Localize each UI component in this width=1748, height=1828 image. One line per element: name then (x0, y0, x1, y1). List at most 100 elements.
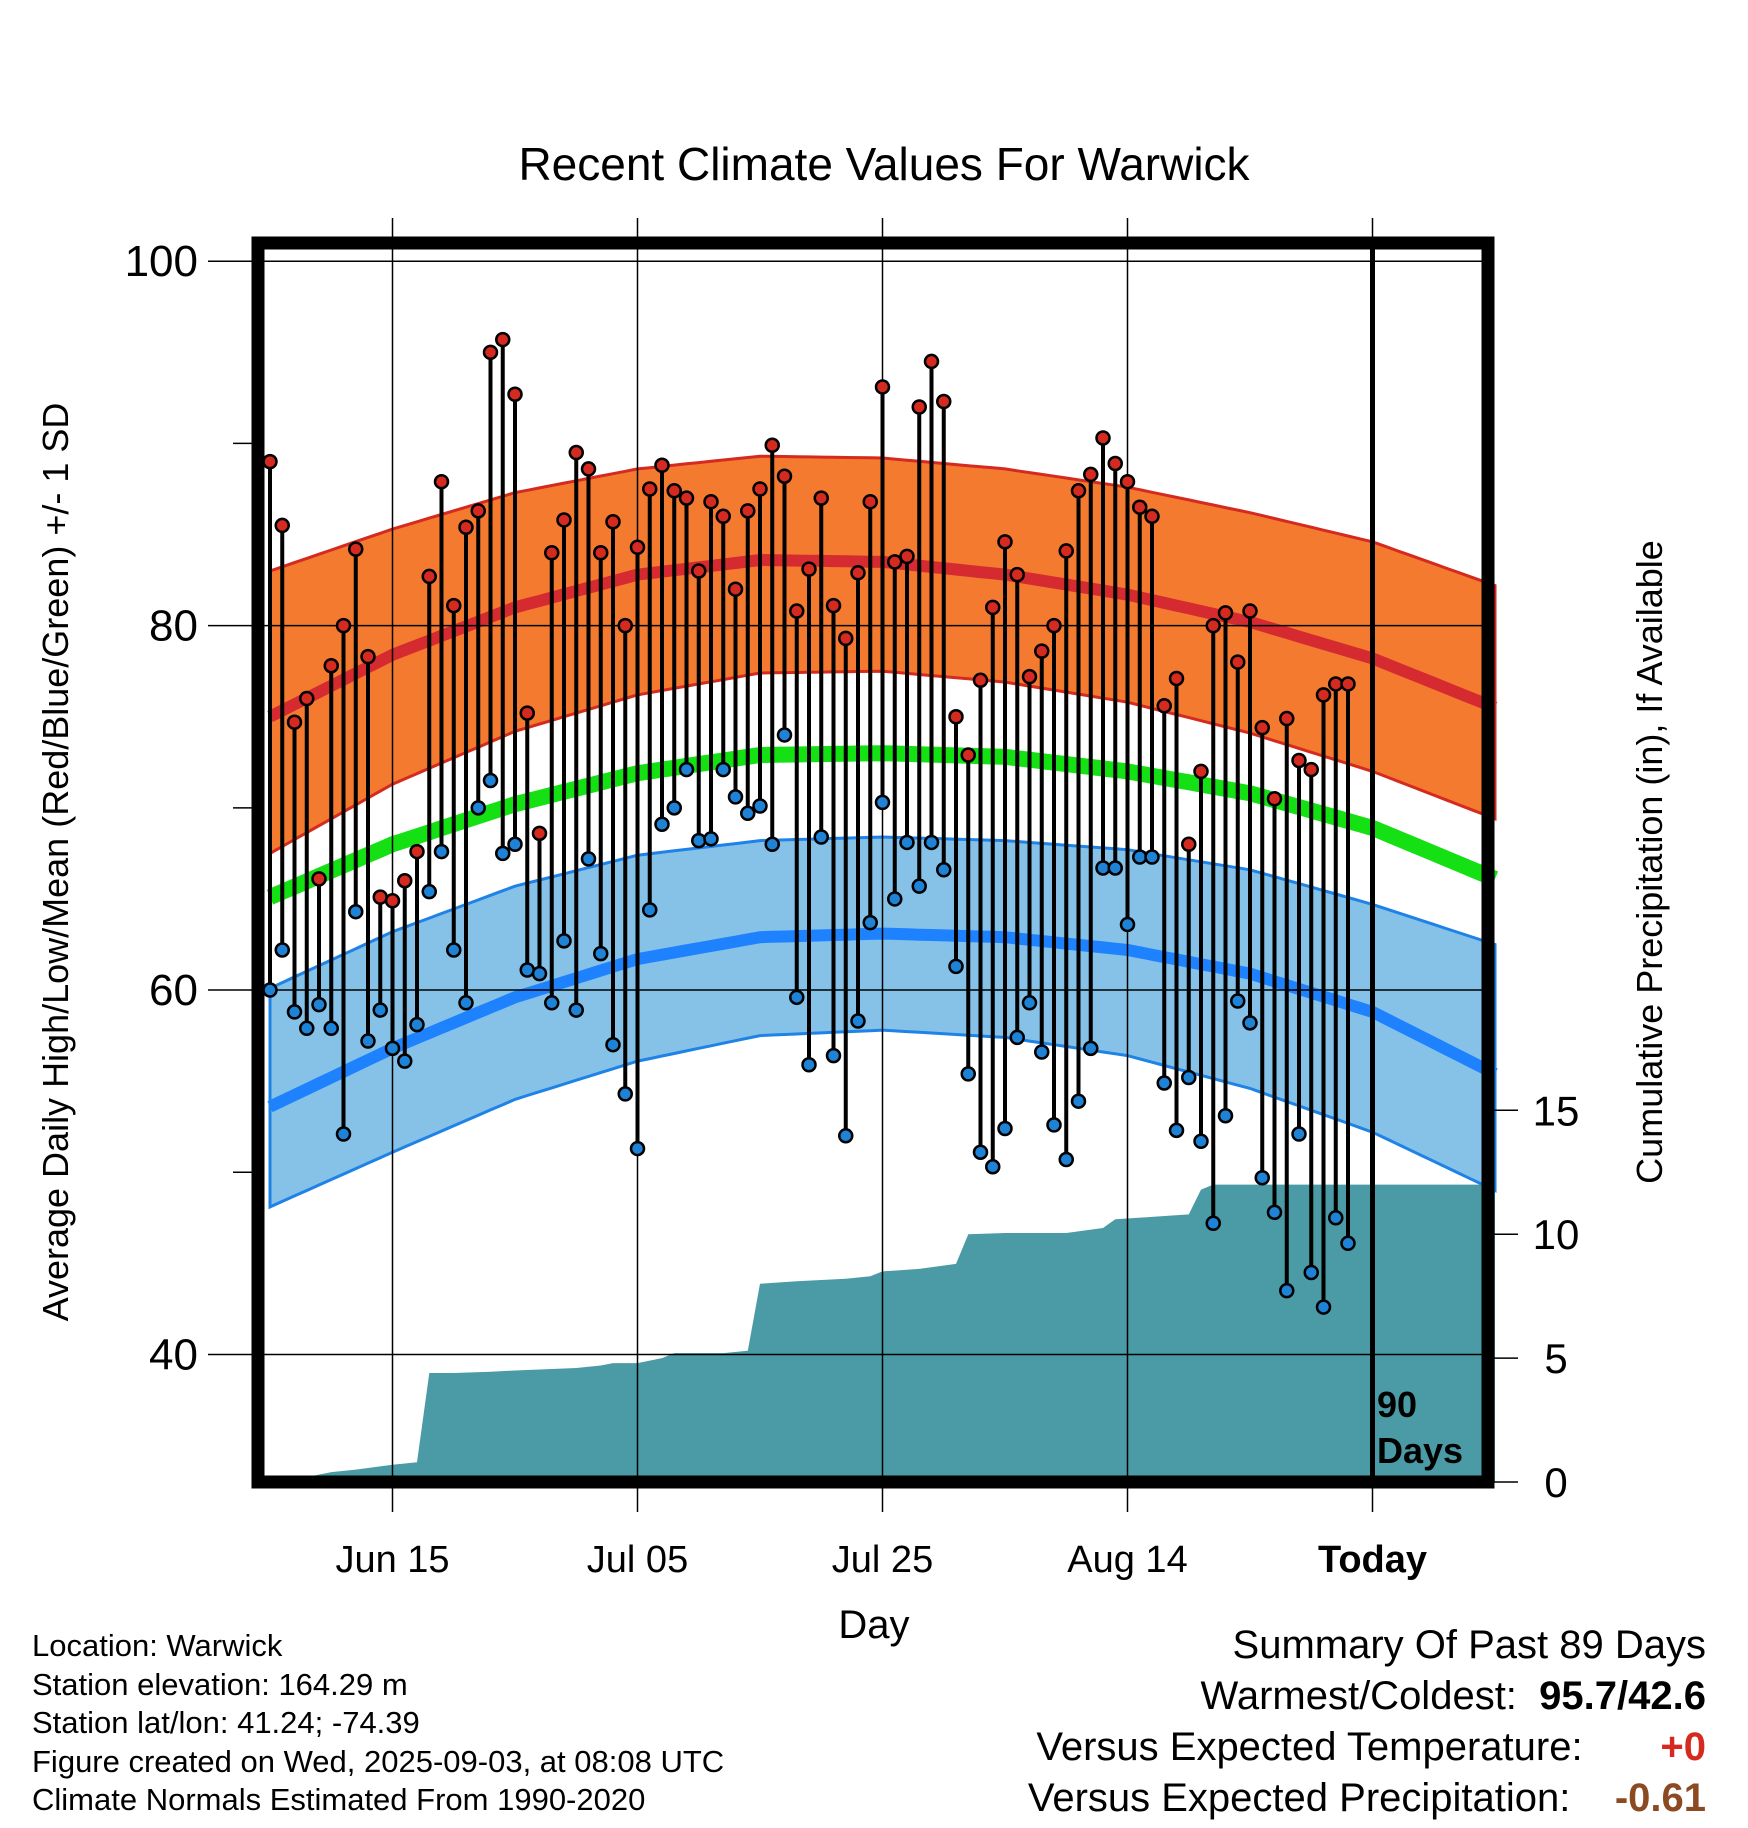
low-point (1107, 860, 1123, 876)
low-point (580, 851, 597, 867)
high-point (985, 599, 1001, 616)
low-point (666, 800, 682, 816)
x-tick-label: Jul 25 (832, 1539, 933, 1581)
low-point (972, 1144, 989, 1160)
low-point (789, 989, 805, 1006)
high-point (495, 331, 511, 348)
high-point (887, 554, 903, 570)
high-point (1156, 698, 1172, 714)
low-point (703, 831, 719, 847)
low-point (1303, 1264, 1319, 1281)
y2-tick-label: 10 (1533, 1211, 1580, 1258)
precip-anomaly-value: -0.61 (1614, 1776, 1706, 1820)
low-point (1168, 1122, 1185, 1139)
high-point (617, 617, 633, 634)
high-point (1230, 654, 1246, 670)
low-point (1266, 1204, 1283, 1221)
high-point (850, 565, 866, 581)
summary-panel: Summary Of Past 89 Days Warmest/Coldest:… (1028, 1620, 1706, 1824)
high-point (372, 889, 388, 905)
low-point (507, 836, 523, 853)
warmest-value: 95.7 (1539, 1674, 1618, 1718)
high-point (1205, 617, 1221, 634)
high-point (1266, 790, 1283, 807)
high-point (1254, 719, 1270, 736)
high-point (1119, 473, 1136, 490)
low-point (887, 891, 903, 907)
low-point (1144, 849, 1160, 865)
high-point (936, 393, 952, 410)
low-point (335, 1126, 352, 1142)
low-point (1181, 1069, 1197, 1086)
low-point (997, 1120, 1013, 1137)
y-tick-label: 100 (125, 237, 198, 286)
precip-label: Versus Expected Precipitation: (1027, 1776, 1571, 1820)
high-point (972, 672, 989, 689)
high-point (960, 747, 976, 763)
low-point (1058, 1151, 1074, 1168)
y-axis-label: Average Daily High/Low/Mean (Red/Blue/Gr… (35, 403, 76, 1322)
high-point (286, 714, 303, 730)
high-point (262, 453, 278, 470)
location-text: Location: Warwick (32, 1628, 283, 1663)
summary-heading: Summary Of Past 89 Days (1232, 1623, 1706, 1667)
high-point (446, 597, 462, 614)
low-point (1217, 1108, 1234, 1124)
high-point (801, 561, 817, 577)
low-point (1083, 1040, 1099, 1057)
low-point (360, 1033, 376, 1049)
high-point (715, 508, 731, 525)
low-point (985, 1159, 1001, 1175)
high-point (433, 473, 450, 490)
y2-axis-label: Cumulative Precipitation (in), If Availa… (1629, 540, 1670, 1184)
low-point (1021, 995, 1038, 1011)
high-point (948, 708, 964, 725)
low-point (1193, 1133, 1209, 1150)
y2-tick-label: 15 (1533, 1087, 1580, 1134)
high-point (1070, 483, 1087, 499)
station-info: Location: Warwick Station elevation: 164… (32, 1627, 724, 1820)
warm-cold-row: Warmest/Coldest: 95.7/42.6 (1028, 1671, 1706, 1722)
low-point (1242, 1015, 1258, 1031)
high-point (323, 657, 339, 674)
low-point (605, 1036, 621, 1053)
low-point (274, 942, 290, 958)
high-point (409, 843, 425, 860)
low-point (519, 962, 535, 978)
warm-cold-separator: / (1617, 1674, 1629, 1718)
high-point (593, 545, 609, 561)
low-point (458, 995, 474, 1011)
high-point (482, 344, 499, 361)
low-point (764, 836, 780, 853)
high-point (335, 617, 352, 634)
low-point (409, 1016, 425, 1033)
high-point (691, 563, 707, 579)
low-point (838, 1128, 854, 1144)
low-point (531, 965, 548, 982)
low-point (262, 982, 278, 998)
high-point (1242, 603, 1258, 619)
warm-cold-label: Warmest/Coldest: (1200, 1674, 1517, 1718)
low-point (629, 1140, 646, 1157)
high-point (642, 481, 658, 497)
high-point (678, 490, 695, 506)
high-point (825, 597, 842, 614)
low-point (642, 902, 658, 918)
low-point (433, 843, 450, 860)
low-point (1291, 1126, 1307, 1142)
low-point (825, 1047, 842, 1064)
high-point (274, 517, 290, 534)
high-point (764, 437, 780, 453)
high-point (727, 581, 744, 597)
low-point (654, 816, 670, 832)
low-point (384, 1040, 401, 1057)
high-point (1046, 617, 1062, 634)
high-point (384, 893, 401, 909)
low-point (372, 1002, 388, 1018)
high-point (1021, 668, 1038, 685)
high-point (519, 705, 535, 721)
high-point (580, 461, 597, 477)
high-point (544, 545, 560, 561)
plot-frame (251, 236, 1495, 1489)
high-point (1034, 643, 1050, 659)
